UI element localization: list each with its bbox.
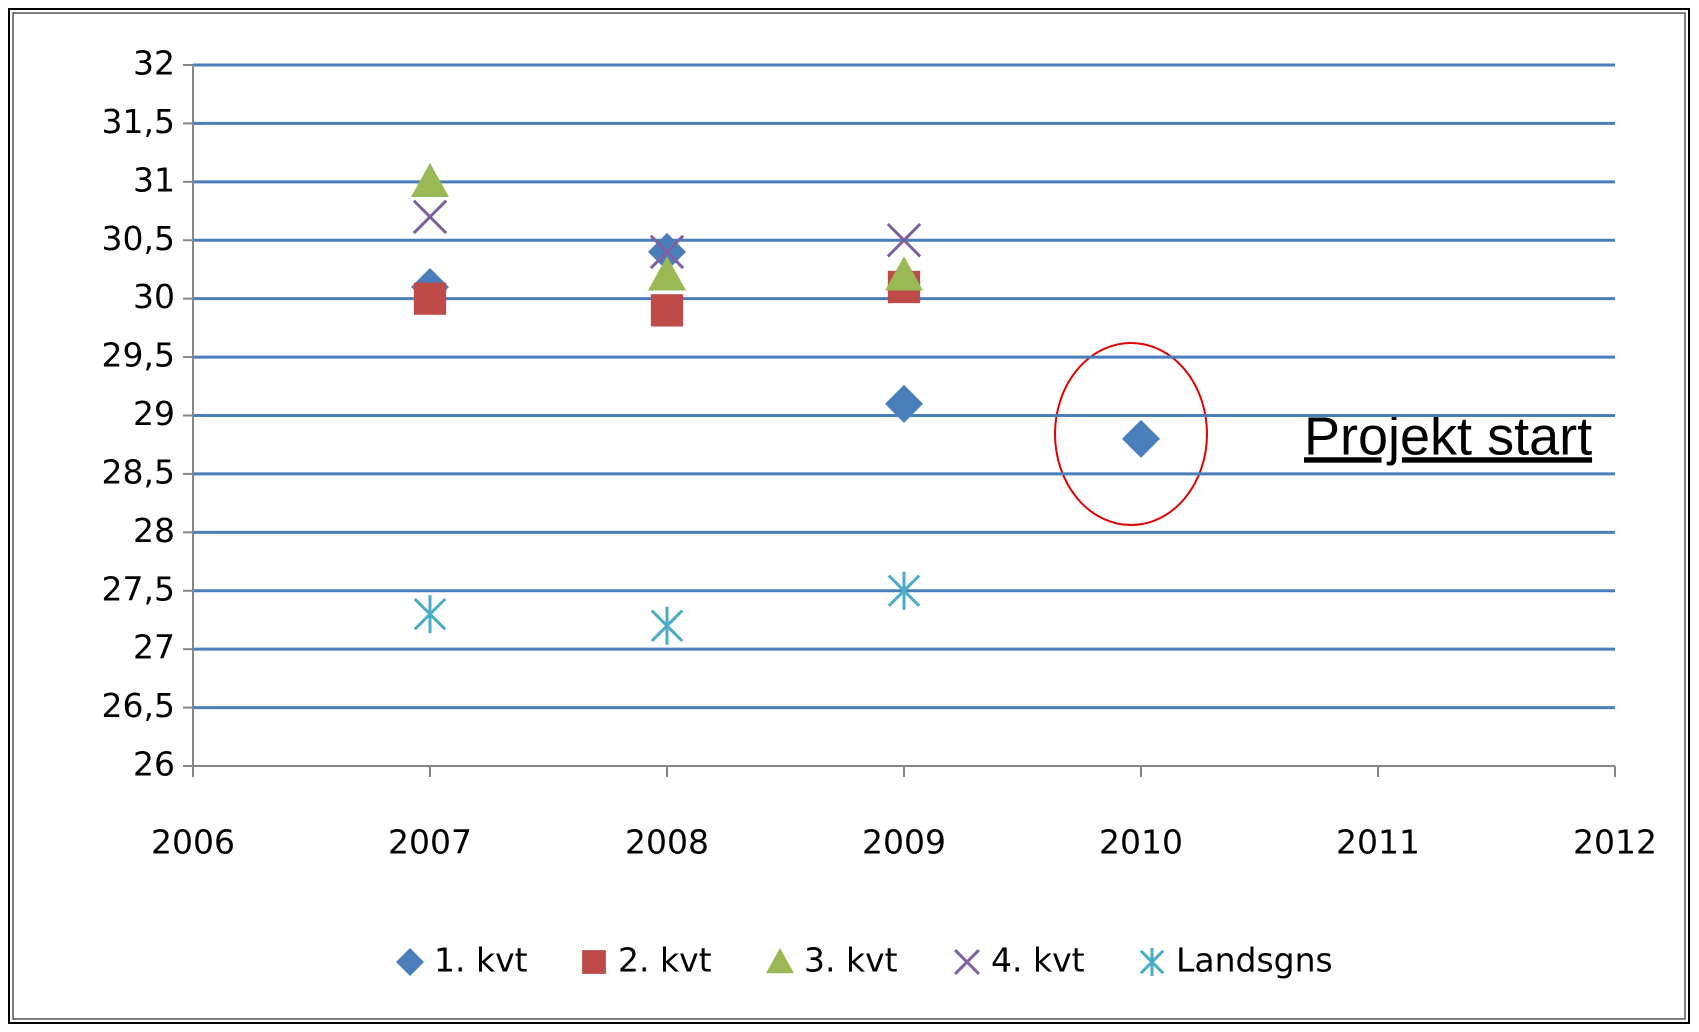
x-tick-label: 2009: [862, 823, 946, 862]
marker-x: [954, 949, 980, 975]
y-tick-label: 29,5: [102, 336, 175, 375]
y-tick-label: 26: [133, 745, 175, 784]
marker-triangle: [766, 948, 794, 974]
x-tick-label: 2007: [388, 823, 472, 862]
y-tick-label: 28: [133, 511, 175, 550]
chart-border-inner: [12, 12, 1686, 1020]
marker-star: [650, 606, 684, 645]
marker-square: [413, 282, 447, 315]
marker-star: [1139, 948, 1165, 976]
y-tick-label: 27: [133, 628, 175, 667]
marker-triangle: [648, 256, 686, 291]
marker-diamond: [1122, 419, 1160, 458]
marker-x: [649, 234, 685, 270]
marker-square: [650, 294, 684, 327]
y-tick-label: 26,5: [102, 686, 175, 725]
y-tick-label: 31: [133, 160, 175, 199]
y-tick-label: 27,5: [102, 569, 175, 608]
marker-star: [413, 595, 447, 634]
marker-x: [412, 199, 448, 235]
marker-triangle: [885, 256, 923, 291]
marker-diamond: [396, 948, 424, 976]
y-tick-label: 30: [133, 277, 175, 316]
marker-triangle: [411, 162, 449, 198]
x-tick-label: 2008: [625, 823, 709, 862]
chart-border: [8, 8, 1690, 1024]
legend-label: 1. kvt: [434, 941, 528, 980]
marker-star: [887, 571, 921, 610]
legend-label: 2. kvt: [618, 941, 712, 980]
y-tick-label: 31,5: [102, 102, 175, 141]
x-tick-label: 2010: [1099, 823, 1183, 862]
marker-square: [582, 950, 606, 974]
marker-x: [886, 223, 922, 258]
x-tick-label: 2011: [1336, 823, 1420, 862]
y-tick-label: 28,5: [102, 452, 175, 491]
marker-diamond: [885, 384, 923, 423]
x-tick-label: 2012: [1573, 823, 1657, 862]
highlight-ellipse: [1054, 342, 1208, 526]
legend-label: 3. kvt: [804, 941, 898, 980]
y-tick-label: 29: [133, 394, 175, 433]
legend-label: Landsgns: [1176, 941, 1333, 980]
y-tick-label: 32: [133, 44, 175, 83]
legend-label: 4. kvt: [991, 941, 1085, 980]
y-tick-label: 30,5: [102, 219, 175, 258]
x-tick-label: 2006: [151, 823, 235, 862]
